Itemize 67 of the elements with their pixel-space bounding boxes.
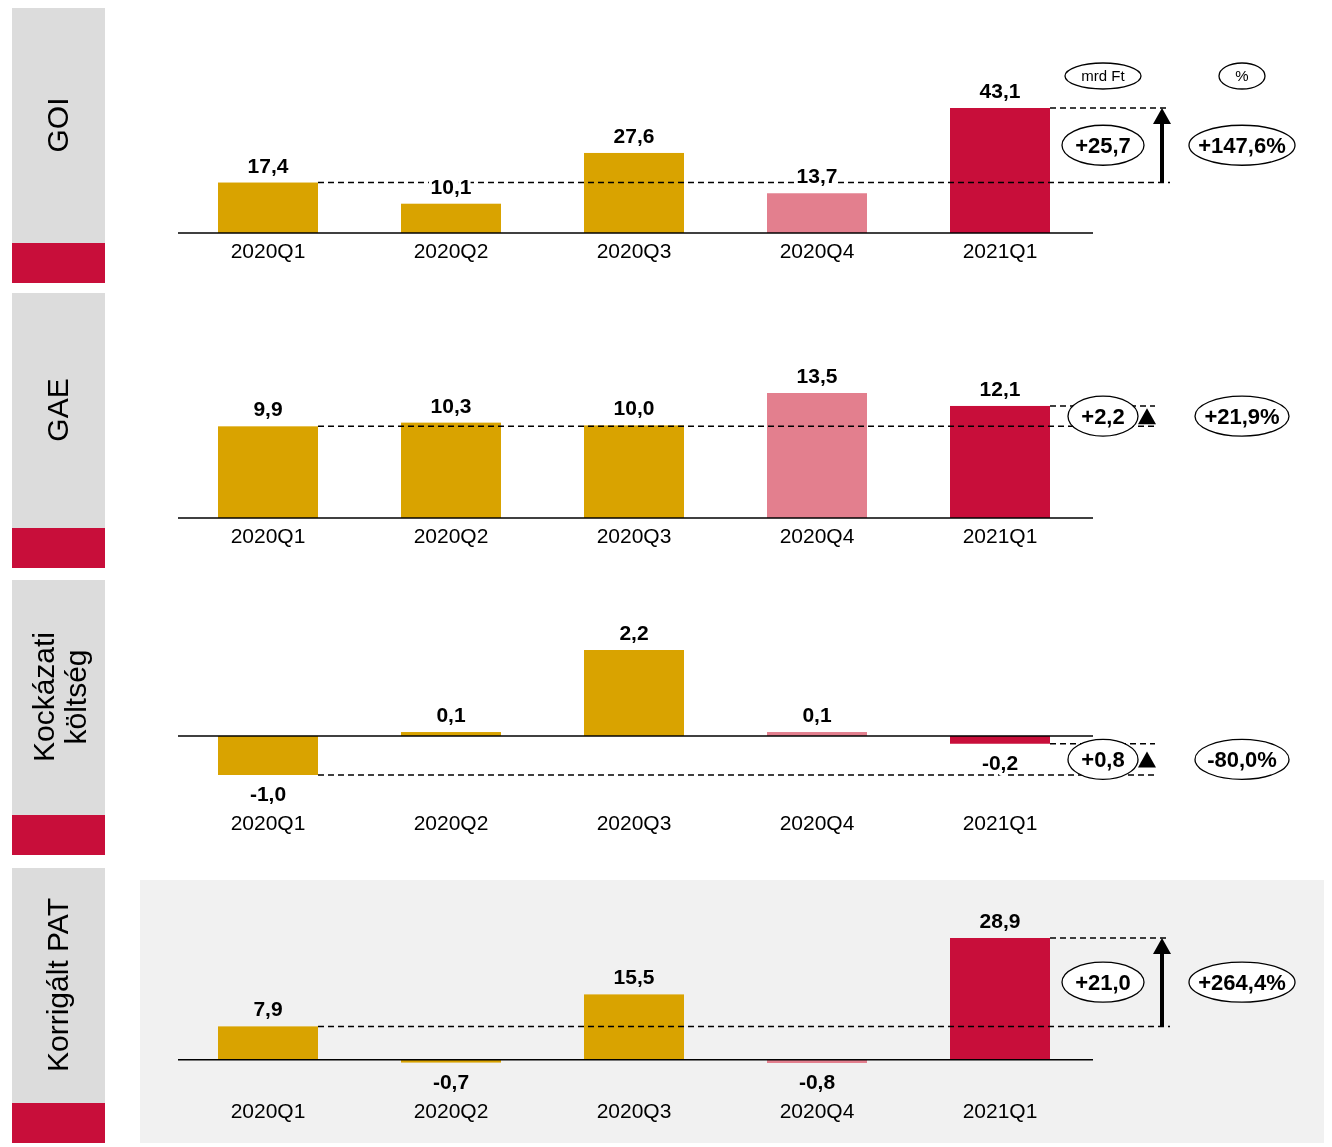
data-label: 27,6 — [613, 123, 655, 147]
chart-title: GAE — [41, 378, 74, 442]
bar — [950, 108, 1050, 233]
x-tick-label: 2020Q1 — [230, 239, 306, 262]
x-tick-label: 2020Q4 — [779, 524, 855, 547]
annotation: +2,2 — [1081, 404, 1125, 430]
data-label: 10,3 — [430, 393, 472, 417]
bar — [401, 1059, 501, 1063]
x-tick-label: 2020Q4 — [779, 239, 855, 262]
x-tick-label: 2020Q1 — [230, 811, 306, 834]
x-tick-label: 2021Q1 — [962, 1099, 1038, 1122]
bar — [218, 182, 318, 233]
bar — [584, 994, 684, 1060]
x-tick-label: 2020Q2 — [413, 1099, 489, 1122]
data-label: 13,7 — [796, 164, 838, 188]
data-label: -0,8 — [798, 1070, 836, 1093]
data-label: -0,2 — [981, 750, 1019, 774]
x-tick-label: 2020Q3 — [596, 1099, 672, 1122]
x-tick-label: 2021Q1 — [962, 524, 1038, 547]
bar — [767, 393, 867, 518]
text: Kockázati költség — [27, 631, 92, 763]
text: Korrigált PAT — [41, 898, 74, 1072]
x-tick-label: 2020Q3 — [596, 524, 672, 547]
bar — [218, 426, 318, 518]
bar — [767, 193, 867, 233]
data-label: 15,5 — [613, 965, 655, 989]
data-label: 43,1 — [979, 79, 1021, 102]
x-tick-label: 2020Q1 — [230, 1099, 306, 1122]
bar — [218, 1026, 318, 1060]
data-label: 7,9 — [253, 997, 283, 1021]
x-tick-label: 2020Q4 — [779, 811, 855, 834]
data-label: 28,9 — [979, 909, 1021, 932]
x-tick-label: 2021Q1 — [962, 811, 1038, 834]
bar — [950, 405, 1050, 518]
text: +147,6% — [1198, 133, 1286, 159]
bar — [950, 938, 1050, 1060]
bar — [584, 152, 684, 233]
annotation: +25,7 — [1075, 133, 1131, 159]
data-label: 9,9 — [253, 397, 283, 421]
x-tick-label: 2020Q2 — [413, 524, 489, 547]
x-tick-label: 2020Q1 — [230, 524, 306, 547]
text: -80,0% — [1207, 747, 1277, 773]
annotation: +0,8 — [1081, 747, 1125, 773]
bar — [401, 203, 501, 233]
x-tick-label: 2020Q3 — [596, 239, 672, 262]
x-tick-label: 2020Q4 — [779, 1099, 855, 1122]
text: +21,9% — [1204, 404, 1280, 430]
x-tick-label: 2020Q2 — [413, 239, 489, 262]
data-label: 2,2 — [619, 621, 649, 644]
data-label: 17,4 — [247, 153, 289, 177]
text: +264,4% — [1198, 970, 1286, 996]
data-label: 0,1 — [802, 703, 832, 727]
data-label: 0,1 — [436, 703, 466, 727]
text: mrd Ft — [1081, 67, 1126, 85]
text: % — [1235, 67, 1249, 85]
x-tick-label: 2020Q3 — [596, 811, 672, 834]
data-label: 13,5 — [796, 364, 838, 387]
annotation: +21,0 — [1075, 970, 1131, 996]
chart-title: GOI — [41, 97, 74, 153]
data-label: -0,7 — [432, 1069, 470, 1093]
x-tick-label: 2021Q1 — [962, 239, 1038, 262]
x-tick-label: 2020Q2 — [413, 811, 489, 834]
data-label: -1,0 — [249, 782, 287, 805]
bar — [401, 422, 501, 518]
data-label: 10,0 — [613, 396, 655, 420]
data-label: 12,1 — [979, 376, 1021, 400]
bar — [584, 425, 684, 518]
